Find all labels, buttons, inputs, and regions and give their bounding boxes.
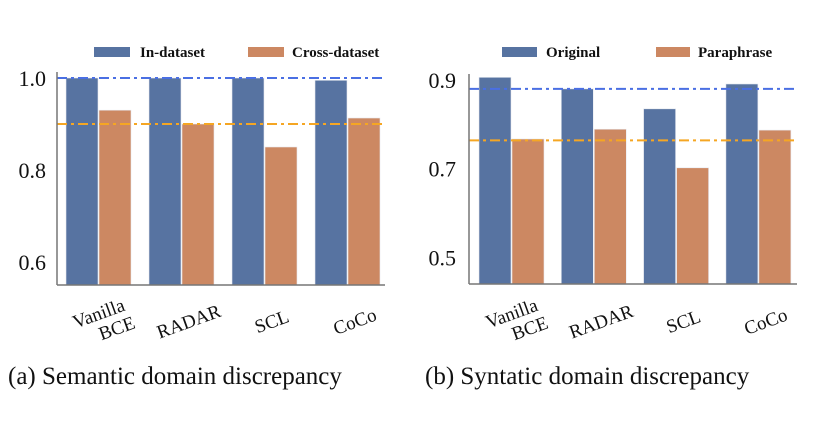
- y-ticks-b: 0.5 0.7 0.9: [429, 68, 457, 270]
- legend-b: Original Paraphrase: [502, 45, 773, 61]
- x-tick-label-line: CoCo: [331, 305, 380, 340]
- legend-label-series1: In-dataset: [140, 45, 205, 61]
- bar-cross-dataset-2: [264, 146, 298, 286]
- chart-panel-b: Original Paraphrase 0.5 0.7 0.9 VanillaBCE…: [425, 45, 797, 390]
- legend-swatch-series2: [248, 47, 284, 57]
- y-tick-label: 0.6: [19, 250, 47, 275]
- reference-lines-b: [469, 87, 797, 142]
- bar-cross-dataset-1: [181, 123, 215, 286]
- bars-b: [478, 77, 792, 285]
- y-ticks-a: 0.6 0.8 1.0: [19, 66, 47, 275]
- y-tick-label: 0.9: [429, 68, 457, 93]
- bar-in-dataset-2: [231, 77, 265, 286]
- x-tick-label: RADAR: [154, 301, 224, 344]
- x-tick-label-line: SCL: [664, 306, 704, 338]
- x-tick-label-line: RADAR: [154, 301, 224, 344]
- legend-swatch-series2: [656, 47, 690, 57]
- bar-paraphrase-0: [511, 138, 545, 285]
- x-tick-label: SCL: [252, 306, 292, 338]
- y-tick-label: 1.0: [19, 66, 47, 91]
- axes-b: [468, 74, 797, 285]
- bar-in-dataset-3: [314, 80, 348, 286]
- bar-paraphrase-3: [758, 129, 792, 285]
- bar-original-3: [725, 83, 759, 285]
- bar-cross-dataset-3: [347, 117, 381, 286]
- y-tick-label: 0.8: [19, 158, 47, 183]
- legend-a: In-dataset Cross-dataset: [94, 45, 379, 61]
- bars-a: [65, 77, 381, 286]
- bar-original-2: [643, 108, 676, 285]
- bar-cross-dataset-0: [98, 109, 132, 286]
- caption-a: (a) Semantic domain discrepancy: [8, 363, 342, 390]
- bar-paraphrase-1: [593, 128, 627, 285]
- x-tick-label-line: RADAR: [566, 301, 636, 344]
- reference-lines-a: [57, 77, 385, 125]
- x-tick-label: CoCo: [742, 305, 791, 340]
- bar-original-0: [478, 77, 512, 285]
- x-tick-label: SCL: [664, 306, 704, 338]
- bar-in-dataset-0: [65, 77, 99, 286]
- x-tick-label: CoCo: [331, 305, 380, 340]
- bar-original-1: [560, 88, 594, 285]
- legend-label-series2: Cross-dataset: [292, 45, 379, 61]
- y-tick-label: 0.7: [429, 157, 457, 182]
- x-tick-label: RADAR: [566, 301, 636, 344]
- chart-panel-a: In-dataset Cross-dataset 0.6 0.8 1.0 Vanil…: [8, 45, 385, 390]
- bar-paraphrase-2: [676, 167, 709, 285]
- legend-swatch-series1: [94, 47, 130, 57]
- axes-a: [56, 72, 385, 286]
- legend-label-series1: Original: [546, 45, 600, 61]
- x-tick-label-line: SCL: [252, 306, 292, 338]
- x-tick-label-line: CoCo: [742, 305, 791, 340]
- legend-label-series2: Paraphrase: [698, 45, 773, 61]
- legend-swatch-series1: [502, 47, 537, 57]
- bar-in-dataset-1: [148, 77, 182, 286]
- y-tick-label: 0.5: [429, 245, 457, 270]
- caption-b: (b) Syntatic domain discrepancy: [425, 363, 750, 390]
